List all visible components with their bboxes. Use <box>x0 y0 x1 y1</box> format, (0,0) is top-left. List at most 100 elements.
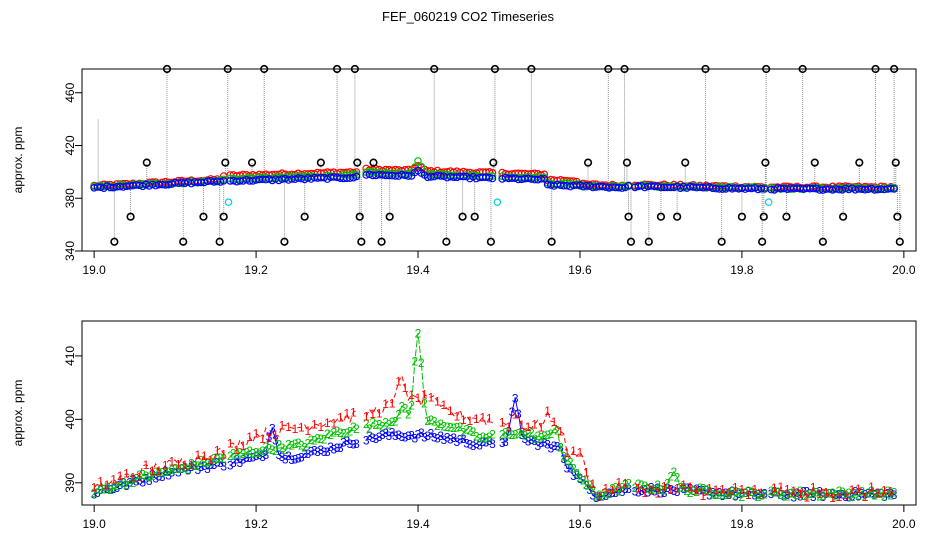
series-2-marker: 2 <box>651 482 658 496</box>
series-2-marker: 2 <box>327 428 334 442</box>
series-2-marker: 2 <box>308 433 315 447</box>
outlier-point <box>247 158 257 167</box>
outlier-point <box>604 64 613 74</box>
outlier-point <box>442 237 451 246</box>
series-2-marker: 2 <box>849 490 856 504</box>
series-2-marker: 2 <box>321 432 328 446</box>
series-2-marker: 2 <box>687 486 694 500</box>
series-2-marker: 2 <box>415 326 422 340</box>
outlier-point <box>316 158 325 167</box>
series-1-marker: 1 <box>564 446 571 460</box>
y-tick-label: 340 <box>63 241 77 261</box>
series-2-marker: 2 <box>547 427 554 441</box>
series-2-marker: 2 <box>674 470 681 484</box>
series-3-marker: 3 <box>632 485 639 499</box>
series-3-marker: 3 <box>573 468 580 482</box>
series-3-marker: 3 <box>755 488 762 502</box>
series-2-marker: 2 <box>156 465 163 479</box>
series-3-point <box>757 184 766 193</box>
series-2-marker: 2 <box>852 487 859 501</box>
series-2-marker: 2 <box>330 426 337 440</box>
series-3-marker: 3 <box>178 462 185 476</box>
series-1-marker: 1 <box>473 412 480 426</box>
series-3-marker: 3 <box>528 433 535 447</box>
series-1-marker: 1 <box>881 483 888 497</box>
series-3-marker: 3 <box>162 464 169 478</box>
series-1-marker: 1 <box>311 417 318 431</box>
series-1-marker: 1 <box>337 410 344 424</box>
series-1-marker: 1 <box>758 486 765 500</box>
series-1-marker: 1 <box>188 458 195 472</box>
series-3-marker: 3 <box>421 431 428 445</box>
series-1-marker: 1 <box>810 480 817 494</box>
series-1-marker: 1 <box>570 444 577 458</box>
series-3-marker: 3 <box>797 489 804 503</box>
series-2-marker: 2 <box>343 426 350 440</box>
outlier-point <box>199 212 208 221</box>
series-3-marker: 3 <box>207 458 214 472</box>
series-2-marker: 2 <box>447 421 454 435</box>
x-tick-label: 19.2 <box>244 517 268 531</box>
series-2-marker: 2 <box>107 483 114 497</box>
series-2-marker: 2 <box>275 438 282 452</box>
series-3-marker: 3 <box>505 425 512 439</box>
series-2-marker: 2 <box>249 446 256 460</box>
series-3-point <box>537 175 545 183</box>
series-2-marker: 2 <box>91 486 98 500</box>
series-3-point <box>352 172 361 181</box>
series-3-marker: 3 <box>350 438 357 452</box>
series-2-marker: 2 <box>881 490 888 504</box>
series-1-marker: 1 <box>266 431 273 445</box>
series-3-marker: 3 <box>509 405 516 419</box>
series-1-marker: 1 <box>214 443 221 457</box>
series-2-marker: 2 <box>606 487 613 501</box>
outlier-point <box>895 237 904 246</box>
series-3-point <box>404 172 413 180</box>
series-2-marker: 2 <box>522 428 529 442</box>
series-2-marker: 2 <box>126 473 133 487</box>
series-3-marker: 3 <box>687 482 694 496</box>
series-2-marker: 2 <box>185 463 192 477</box>
series-3-marker: 3 <box>398 430 405 444</box>
series-3-marker: 3 <box>175 466 182 480</box>
series-3-marker: 3 <box>246 451 253 465</box>
series-2-marker: 2 <box>525 426 532 440</box>
series-3-marker: 3 <box>389 426 396 440</box>
series-3-point <box>216 178 225 186</box>
series-2-marker: 2 <box>94 482 101 496</box>
series-3-marker: 3 <box>703 484 710 498</box>
series-1-marker: 1 <box>803 490 810 504</box>
series-2-marker: 2 <box>658 483 665 497</box>
series-1-marker: 1 <box>713 483 720 497</box>
series-3-marker: 3 <box>133 474 140 488</box>
x-tick-label: 19.8 <box>730 517 754 531</box>
series-1-marker: 1 <box>104 478 111 492</box>
series-3-marker: 3 <box>120 476 127 490</box>
series-3-marker: 3 <box>369 431 376 445</box>
series-1-marker: 1 <box>816 487 823 501</box>
series-3-marker: 3 <box>408 429 415 443</box>
series-2-marker: 2 <box>240 447 247 461</box>
x-tick-label: 19.0 <box>82 517 106 531</box>
series-2-marker: 2 <box>479 430 486 444</box>
series-1-marker: 1 <box>888 484 895 498</box>
series-2-marker: 2 <box>823 486 830 500</box>
series-2-marker: 2 <box>745 484 752 498</box>
y-tick-label: 380 <box>63 188 77 208</box>
series-3-marker: 3 <box>337 441 344 455</box>
outlier-point <box>490 64 500 74</box>
series-2-marker: 2 <box>101 483 108 497</box>
series-2-marker: 2 <box>318 432 325 446</box>
series-2-marker: 2 <box>369 416 376 430</box>
series-1-marker: 1 <box>324 416 331 430</box>
series-2-marker: 2 <box>580 474 587 488</box>
series-3-marker: 3 <box>382 426 389 440</box>
series-3-point <box>459 172 468 181</box>
series-3-marker: 3 <box>483 436 490 450</box>
series-3-marker: 3 <box>347 437 354 451</box>
series-1-marker: 1 <box>376 407 383 421</box>
series-2-marker: 2 <box>379 420 386 434</box>
series-2-marker: 2 <box>829 486 836 500</box>
outlier-point <box>855 158 864 167</box>
